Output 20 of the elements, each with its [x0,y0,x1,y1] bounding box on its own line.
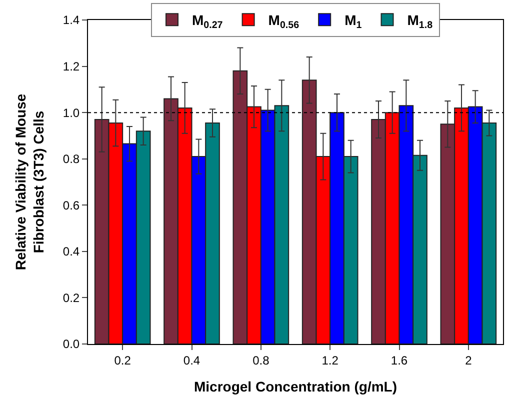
y-tick-label: 1.4 [62,13,80,28]
x-tick-label: 1.6 [390,353,408,368]
legend-label: M$_{0.56}$ [268,12,300,31]
legend-label: M$_{1}$ [344,12,362,31]
x-tick-label: 0.4 [183,353,200,368]
y-tick-label: 0.6 [62,198,80,212]
y-tick-label: 0.4 [62,244,80,259]
x-axis-title: Microgel Concentration (g/mL) [194,378,397,395]
legend-label: M$_{1.8}$ [407,12,434,31]
y-tick-label: 0.8 [62,152,80,166]
x-tick-label: 2 [465,353,472,368]
y-tick-label: 0.2 [62,290,80,305]
x-tick-label: 1.2 [322,353,339,368]
x-tick-label: 0.8 [252,353,270,368]
y-tick-label: 0.0 [62,337,80,352]
y-axis-title: Relative Viability of Mouse Fibroblast (3T3) Cells [12,94,47,270]
x-tick-label: 0.2 [114,353,132,368]
y-tick-label: 1.2 [62,59,80,74]
legend-label: M$_{0.27}$ [192,12,224,31]
y-tick-label: 1.0 [62,106,80,120]
